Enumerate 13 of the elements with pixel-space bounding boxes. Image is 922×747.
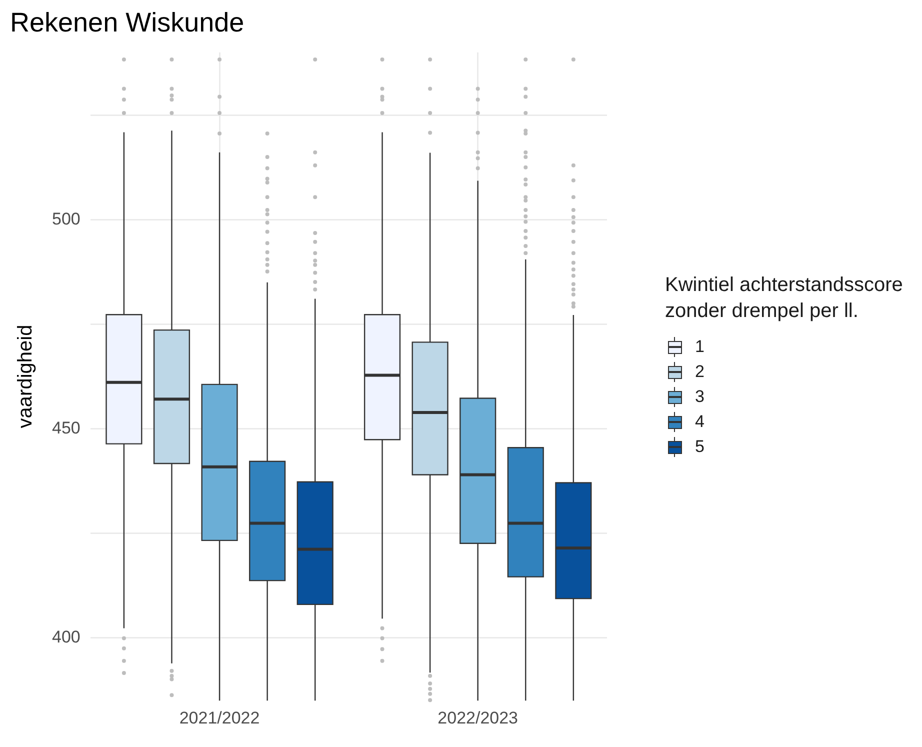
y-tick-label: 400 [52, 628, 80, 647]
text: 1 [695, 336, 704, 356]
legend-title: Kwintiel achterstandsscore zonder drempel per ll. [665, 273, 904, 324]
y-tick-label: 450 [52, 418, 80, 438]
y-axis-title: vaardigheid [14, 324, 37, 428]
x-tick-label: 2022/2023 [438, 708, 518, 728]
legend-label: 3 [695, 386, 704, 406]
legend-label: 4 [695, 412, 704, 432]
chart-title: Rekenen Wiskunde [10, 8, 244, 38]
legend-label: 2 [695, 362, 704, 382]
y-tick-label: 500 [52, 209, 80, 228]
legend-label: 5 [695, 436, 704, 456]
x-tick-label: 2021/2022 [179, 708, 260, 728]
